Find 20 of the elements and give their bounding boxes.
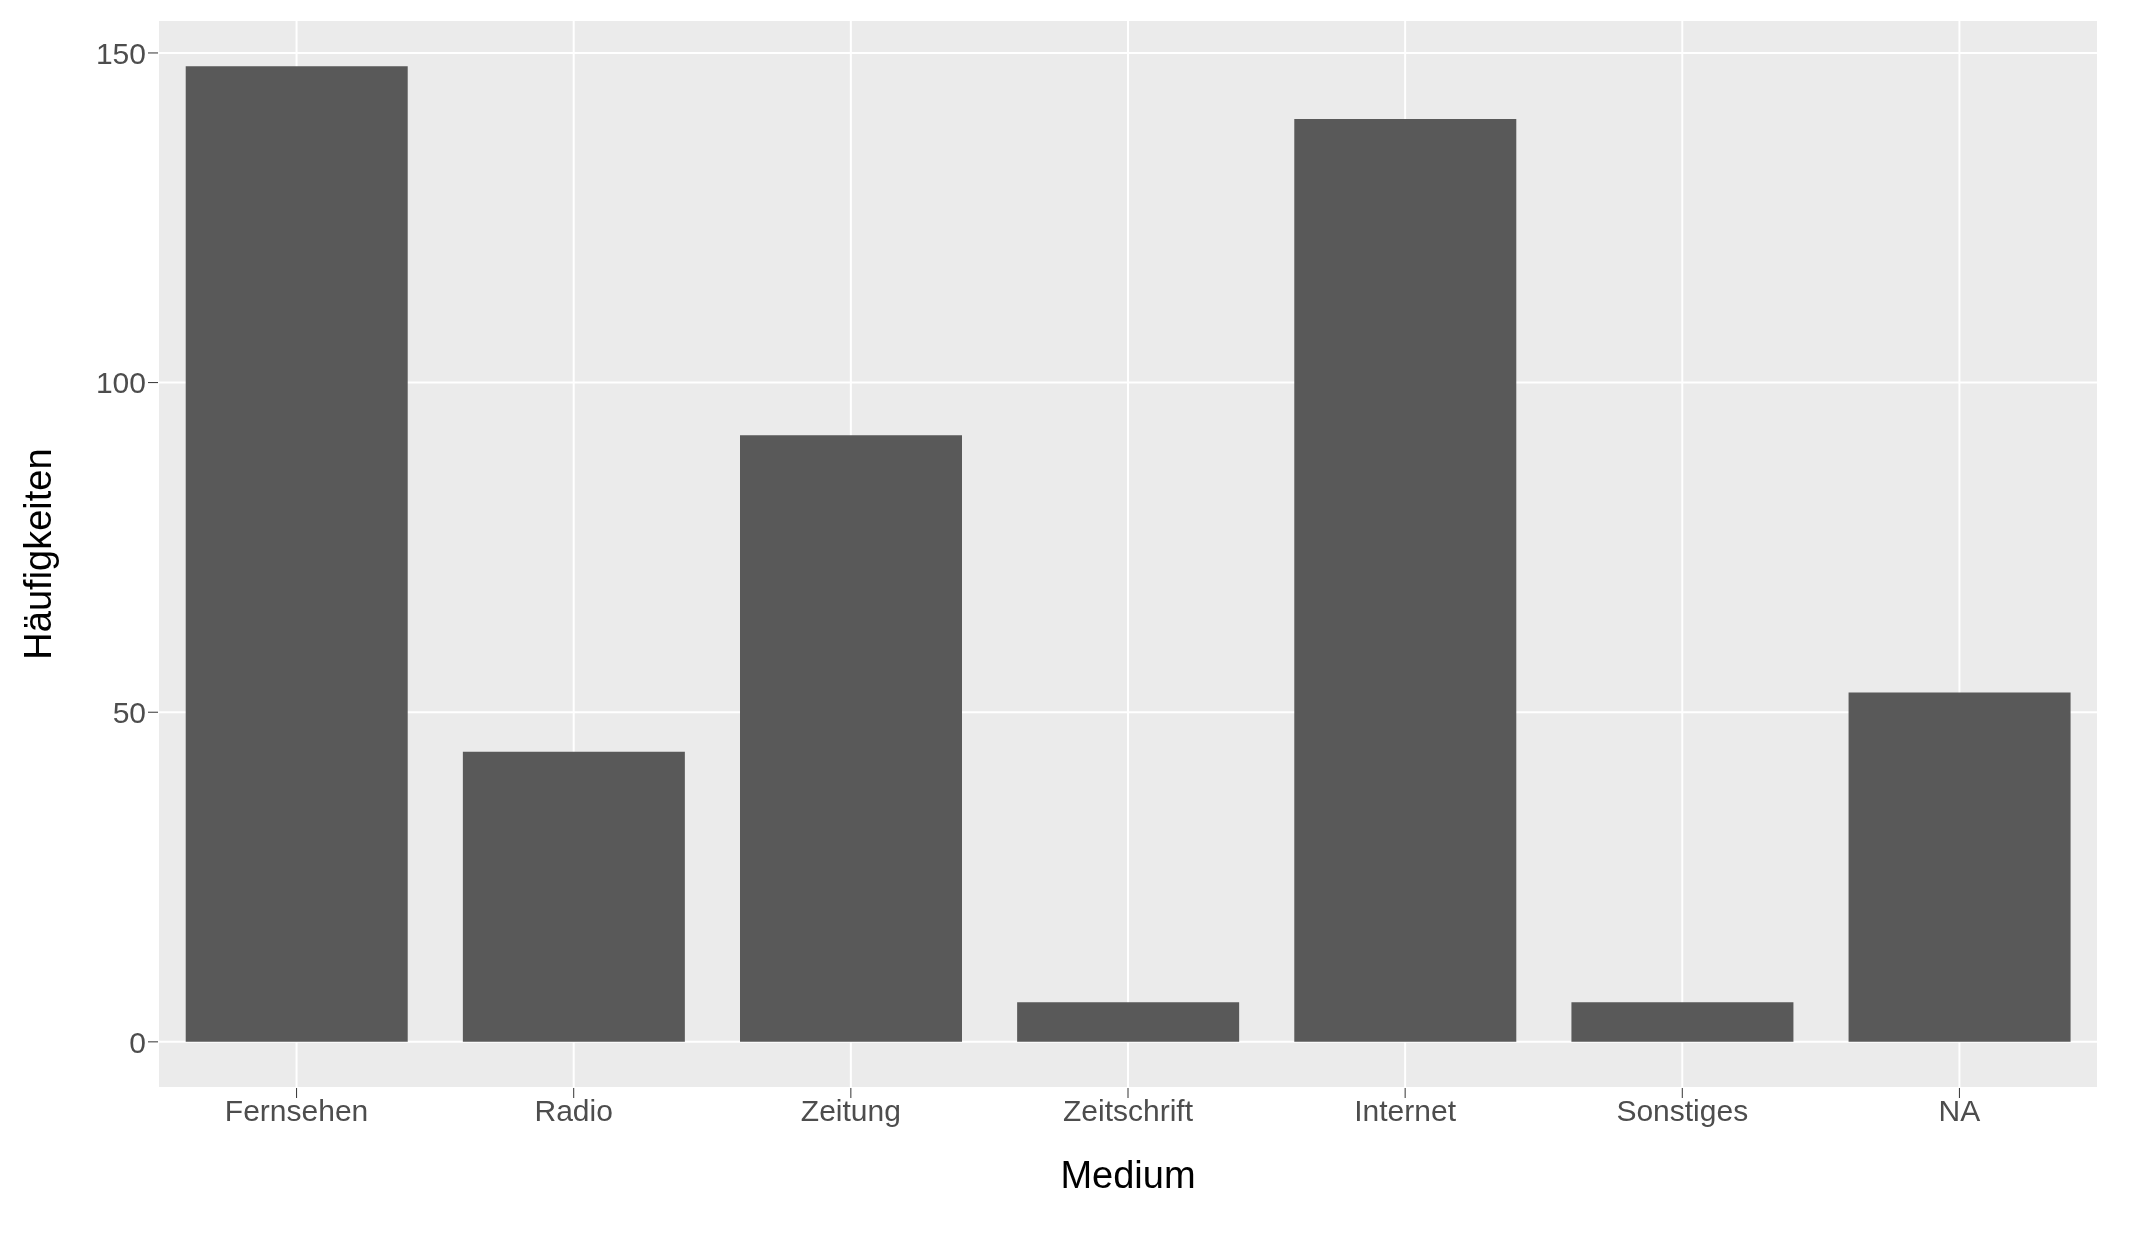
- x-tick-label: Zeitschrift: [1062, 1094, 1194, 1128]
- x-tick-label: Fernsehen: [224, 1094, 369, 1128]
- x-tick-label: NA: [1938, 1094, 1981, 1128]
- bar: [740, 435, 962, 1042]
- y-tick-label: 150: [95, 36, 146, 70]
- bar: [1294, 118, 1517, 1042]
- bar: [185, 66, 408, 1042]
- bar: [462, 751, 685, 1042]
- x-tick-label: Radio: [534, 1094, 613, 1128]
- y-axis-title: Häufigkeiten: [17, 448, 60, 660]
- x-tick-label: Sonstiges: [1616, 1094, 1749, 1128]
- y-tick-label: 100: [95, 366, 146, 400]
- y-tick-label: 50: [112, 695, 146, 729]
- y-tick-label: 0: [129, 1025, 146, 1059]
- bar: [1017, 1002, 1240, 1042]
- bar: [1571, 1002, 1794, 1042]
- bar: [1848, 692, 2071, 1042]
- x-tick-label: Internet: [1354, 1094, 1457, 1128]
- x-tick-label: Zeitung: [800, 1094, 901, 1128]
- x-axis-title: Medium: [1060, 1154, 1196, 1196]
